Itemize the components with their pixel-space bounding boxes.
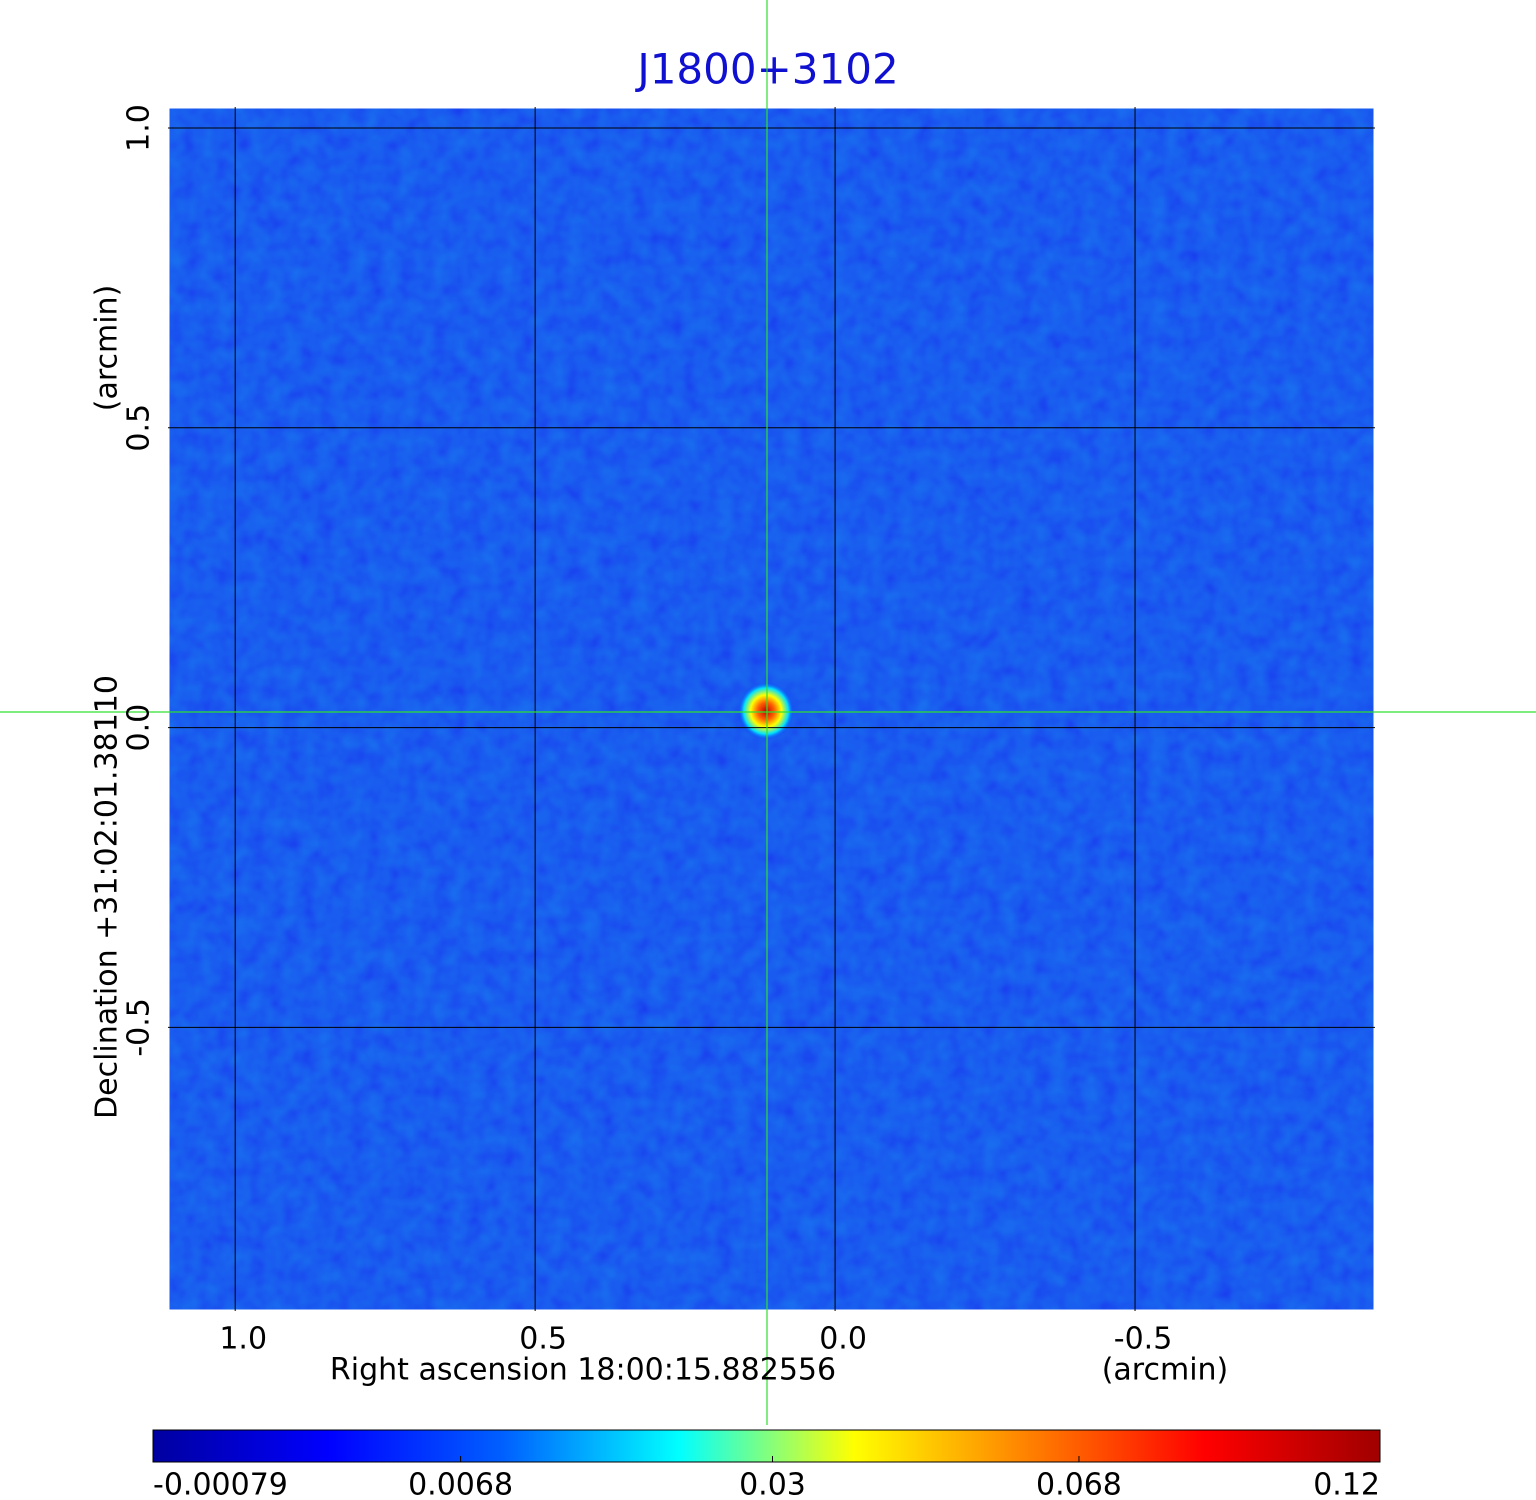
colorbar: [152, 1429, 1381, 1463]
y-tick-label: 1.0: [122, 104, 157, 152]
y-axis-label: Declination +31:02:01.38110: [90, 675, 125, 1119]
y-tick-label: -0.5: [122, 998, 157, 1057]
colorbar-tick-label: 0.0068: [408, 1468, 513, 1500]
x-tick-label: 0.0: [819, 1322, 867, 1357]
x-axis-label: Right ascension 18:00:15.882556: [330, 1353, 836, 1388]
colorbar-tick-label: -0.00079: [153, 1468, 288, 1500]
x-axis-unit: (arcmin): [1102, 1353, 1229, 1388]
x-tick-label: -0.5: [1114, 1322, 1173, 1357]
y-tick-label: 0.0: [122, 704, 157, 752]
colorbar-tick-label: 0.12: [1313, 1468, 1380, 1500]
image-frame: [166, 105, 1377, 1313]
colorbar-tick-label: 0.03: [739, 1468, 806, 1500]
x-tick-label: 1.0: [219, 1322, 267, 1357]
y-tick-label: 0.5: [122, 404, 157, 452]
colorbar-tick-label: 0.068: [1036, 1468, 1122, 1500]
x-tick-label: 0.5: [519, 1322, 567, 1357]
source: [738, 682, 794, 740]
y-axis-unit: (arcmin): [90, 285, 125, 412]
